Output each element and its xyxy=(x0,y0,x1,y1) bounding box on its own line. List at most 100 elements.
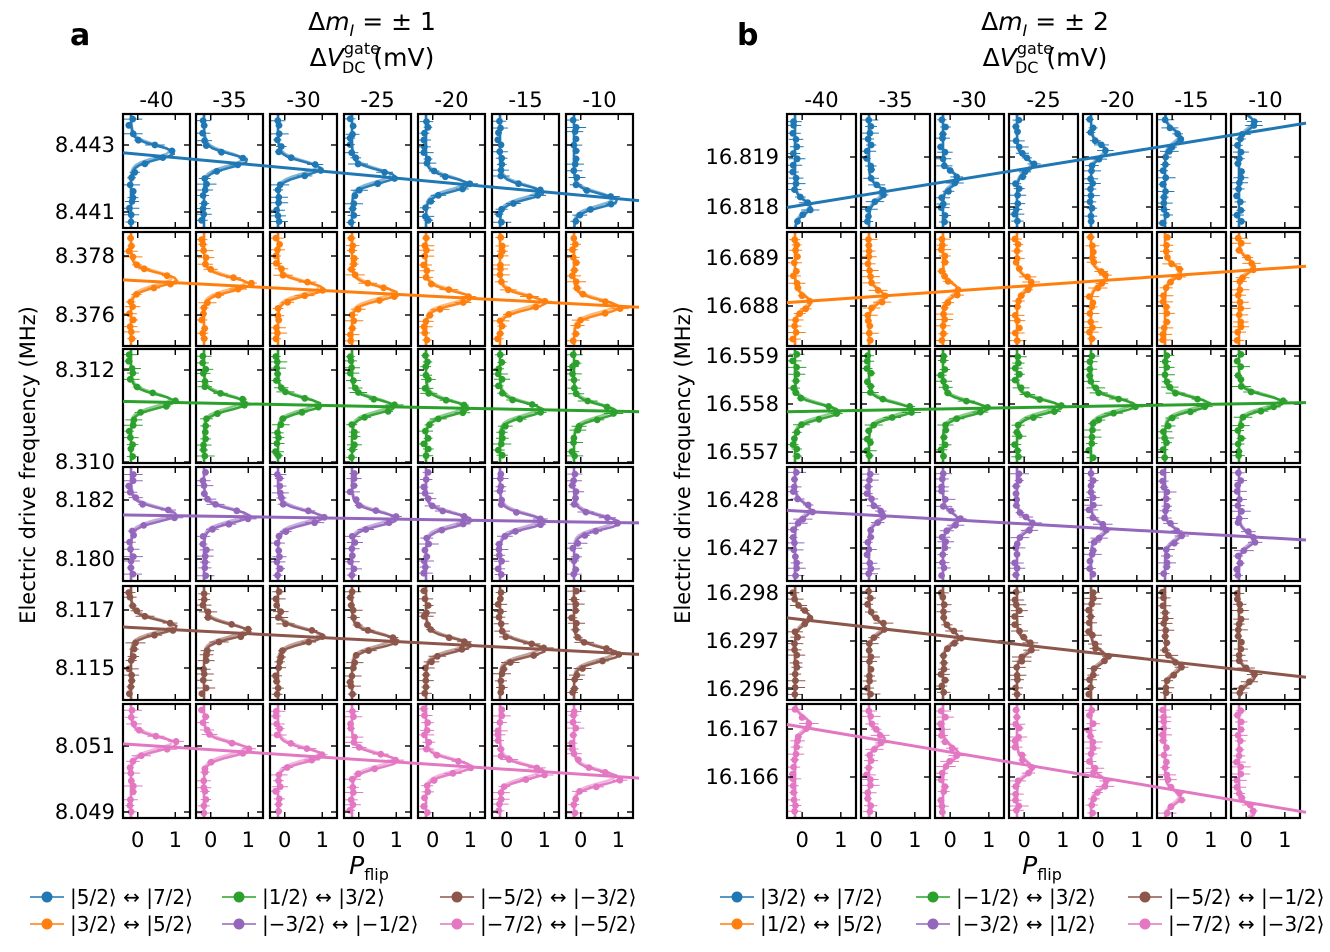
subplot-frame xyxy=(342,702,413,820)
data-point xyxy=(199,540,207,548)
data-point xyxy=(1024,286,1032,294)
data-point xyxy=(1237,148,1245,156)
data-point xyxy=(1014,241,1022,248)
data-point xyxy=(946,757,954,765)
data-point xyxy=(1087,378,1095,385)
data-point xyxy=(1237,770,1245,778)
data-point xyxy=(497,501,505,508)
data-point xyxy=(421,385,429,392)
subplot xyxy=(416,112,487,230)
data-point xyxy=(129,570,137,578)
data-point xyxy=(199,352,207,360)
data-point xyxy=(601,298,609,305)
data-point xyxy=(275,148,283,156)
data-point xyxy=(1162,248,1170,255)
data-point xyxy=(423,159,431,167)
data-point xyxy=(127,211,135,219)
data-point xyxy=(1160,292,1167,300)
x-tick-label: 0 xyxy=(131,828,144,852)
subplot xyxy=(490,702,561,820)
data-point xyxy=(421,712,428,719)
y-tick-label: 8.312 xyxy=(55,358,115,382)
y-tick-label: 16.557 xyxy=(706,440,779,464)
fit-curve xyxy=(498,586,547,700)
data-point xyxy=(497,589,505,596)
data-point xyxy=(498,359,506,366)
data-point xyxy=(460,638,468,646)
legend-entry: |3/2⟩ ↔ |5/2⟩ xyxy=(30,912,193,936)
legend-marker-dot xyxy=(731,891,743,903)
data-point xyxy=(1086,328,1093,336)
data-point xyxy=(865,236,872,243)
data-point xyxy=(571,452,578,460)
subplot xyxy=(933,347,1006,465)
data-point xyxy=(421,546,429,554)
data-point xyxy=(866,672,873,680)
data-point xyxy=(1013,247,1021,255)
data-point xyxy=(1160,428,1167,436)
data-point xyxy=(233,507,241,515)
data-point xyxy=(1011,235,1019,243)
data-point xyxy=(1085,606,1093,614)
data-point xyxy=(273,324,280,332)
row-0: 16.819 16.818 xyxy=(706,112,1307,230)
data-point xyxy=(1233,192,1240,200)
data-point xyxy=(794,495,801,503)
data-point xyxy=(1251,539,1259,546)
row-4: 16.298 16.297 16.296 xyxy=(706,581,1307,702)
data-point xyxy=(940,330,947,338)
data-point xyxy=(940,788,948,795)
data-point xyxy=(865,647,873,654)
data-point xyxy=(1250,122,1258,129)
data-point xyxy=(1012,684,1019,692)
data-point xyxy=(497,172,505,180)
data-point xyxy=(877,507,885,515)
subplot xyxy=(1081,702,1154,820)
data-point xyxy=(1235,620,1243,628)
column-label: -30 xyxy=(286,88,320,112)
data-point xyxy=(128,706,136,714)
data-point xyxy=(1161,358,1169,365)
data-point xyxy=(1162,284,1170,292)
data-point xyxy=(1011,312,1019,319)
data-point xyxy=(424,788,432,796)
y-tick-label: 8.117 xyxy=(55,598,115,622)
data-point xyxy=(870,502,878,510)
subplot xyxy=(1081,584,1154,702)
data-point xyxy=(1238,794,1246,802)
data-point xyxy=(445,634,453,642)
data-point xyxy=(276,482,284,490)
data-point xyxy=(420,803,428,810)
data-point xyxy=(1237,383,1245,390)
data-point xyxy=(346,134,354,142)
data-point xyxy=(128,671,136,679)
subplot xyxy=(933,112,1006,230)
y-tick-label: 8.441 xyxy=(55,200,115,224)
subplot-frame xyxy=(564,347,635,465)
data-point xyxy=(866,594,874,602)
data-point xyxy=(434,415,442,423)
data-point xyxy=(1012,783,1020,790)
data-point xyxy=(570,234,578,242)
data-point xyxy=(806,206,814,214)
row-4: 8.117 8.115 xyxy=(55,584,640,702)
data-point xyxy=(494,731,502,739)
subplot-frame xyxy=(859,702,932,820)
data-point xyxy=(793,370,801,378)
data-point xyxy=(522,776,530,783)
data-point xyxy=(1162,684,1170,692)
data-point xyxy=(815,415,823,423)
data-point xyxy=(865,253,873,261)
data-point xyxy=(498,451,506,459)
data-point xyxy=(301,394,309,402)
data-point xyxy=(277,421,285,429)
data-point xyxy=(423,118,430,125)
data-point xyxy=(1014,421,1022,429)
data-point xyxy=(1257,407,1265,415)
x-tick-label: 0 xyxy=(1165,828,1178,852)
data-point xyxy=(422,671,430,679)
data-point xyxy=(867,141,875,149)
data-point xyxy=(422,274,430,281)
x-tick-label: 0 xyxy=(574,828,587,852)
data-point xyxy=(1088,440,1096,447)
